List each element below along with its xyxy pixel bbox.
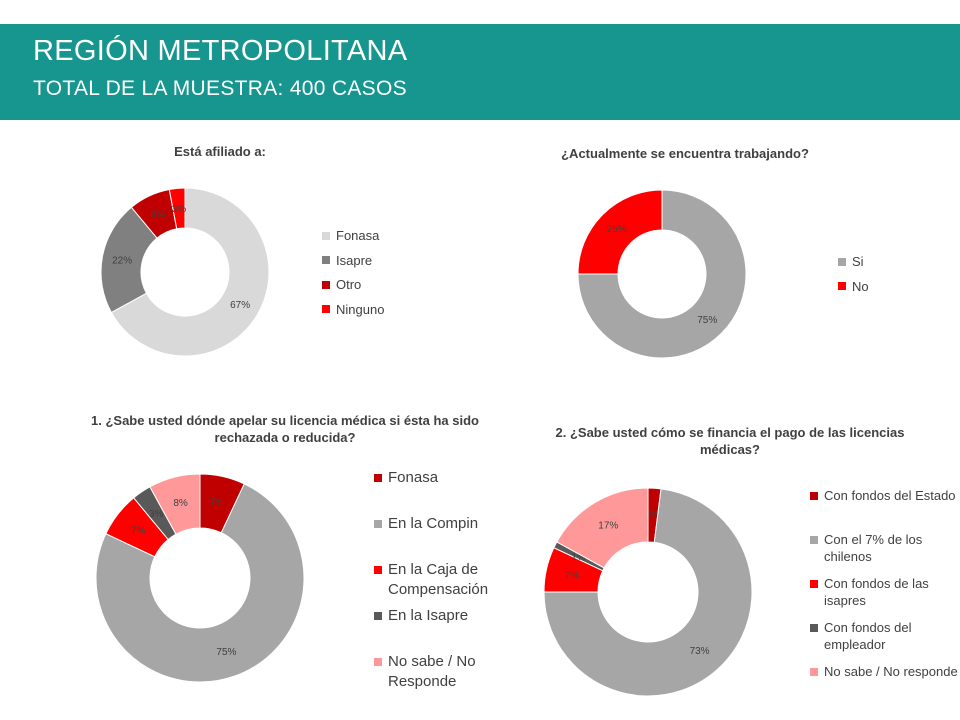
slice-no — [577, 189, 663, 275]
legend-swatch — [810, 491, 818, 500]
legend-appeal: Fonasa En la Compin En la Caja de Compensa… — [374, 468, 524, 698]
data-label-fonasa: 67% — [230, 300, 250, 311]
data-label-con-fondos-del-empleador: 1% — [571, 552, 586, 563]
slice-si — [577, 189, 747, 359]
legend-label: No sabe / No responde — [824, 664, 958, 679]
chart-title-working: ¿Actualmente se encuentra trabajando? — [561, 146, 809, 161]
legend-affiliation: Fonasa Isapre Otro Ninguno — [322, 228, 442, 328]
legend-swatch — [374, 566, 382, 574]
legend-label: Ninguno — [336, 301, 385, 317]
legend-label: No — [852, 278, 869, 294]
legend-label: Si — [852, 254, 864, 269]
page-subtitle: TOTAL DE LA MUESTRA: 400 CASOS — [33, 77, 407, 100]
legend-swatch — [374, 612, 382, 620]
legend-swatch — [374, 520, 382, 528]
legend-label: No sabe / No Responde — [388, 653, 476, 690]
legend-swatch — [374, 658, 382, 666]
page-title: REGIÓN METROPOLITANA — [33, 35, 408, 67]
slice-fonasa — [110, 187, 270, 357]
legend-swatch — [810, 667, 818, 676]
legend-swatch — [838, 282, 846, 290]
data-label-con-fondos-del-estado: 2% — [646, 510, 661, 521]
legend-label: Con fondos del empleador — [824, 620, 912, 652]
legend-label: Fonasa — [336, 228, 380, 243]
legend-label: Con el 7% de los chilenos — [824, 532, 923, 564]
legend-label: En la Caja de Compensación — [388, 561, 489, 598]
data-label-ninguno: 3% — [172, 204, 187, 215]
data-label-no-sabe-no-responde: 17% — [598, 520, 618, 531]
legend-label: Otro — [336, 277, 362, 292]
chart-title-appeal: 1. ¿Sabe usted dónde apelar su licencia … — [91, 413, 479, 445]
legend-label: En la Isapre — [388, 607, 469, 624]
legend-financing: Con fondos del Estado Con el 7% de los ch… — [810, 487, 960, 707]
legend-swatch — [322, 231, 330, 240]
slice-no-sabe-no-responde — [149, 473, 201, 535]
legend-swatch — [838, 257, 846, 266]
legend-swatch — [810, 579, 818, 588]
slice-con-el-7-de-los-chilenos — [543, 488, 753, 697]
data-label-si: 75% — [697, 315, 717, 326]
data-label-no: 25% — [607, 224, 627, 235]
data-label-isapre: 22% — [112, 256, 132, 267]
legend-label: Con fondos de las isapres — [824, 576, 929, 608]
chart-title-financing: 2. ¿Sabe usted cómo se financia el pago … — [555, 425, 905, 457]
chart-title-affiliation: Está afiliado a: — [174, 144, 266, 159]
legend-swatch — [374, 474, 382, 482]
legend-working: Si No — [838, 254, 898, 304]
legend-swatch — [810, 535, 818, 544]
data-label-otro: 8% — [151, 210, 166, 221]
data-label-con-el-7-de-los-chilenos: 73% — [690, 646, 710, 657]
data-label-en-la-caja-de-compensacion: 7% — [131, 526, 146, 537]
slice-ninguno — [168, 187, 186, 230]
slice-en-la-compin — [95, 483, 305, 683]
data-label-fonasa: 7% — [210, 497, 225, 508]
legend-swatch — [322, 256, 330, 264]
data-label-no-sabe-no-responde: 8% — [173, 498, 188, 509]
slice-no-sabe-no-responde — [556, 487, 649, 569]
legend-label: Fonasa — [388, 469, 439, 486]
legend-swatch — [810, 623, 818, 632]
legend-swatch — [322, 280, 330, 289]
legend-label: En la Compin — [388, 515, 479, 532]
data-label-en-la-isapre: 3% — [149, 509, 164, 520]
data-label-con-fondos-de-las-isapres: 7% — [565, 570, 580, 581]
legend-label: Con fondos del Estado — [824, 488, 956, 503]
data-label-en-la-compin: 75% — [216, 647, 236, 658]
legend-label: Isapre — [336, 252, 373, 268]
legend-swatch — [322, 305, 330, 313]
header-banner: REGIÓN METROPOLITANA TOTAL DE LA MUESTRA… — [0, 24, 960, 120]
